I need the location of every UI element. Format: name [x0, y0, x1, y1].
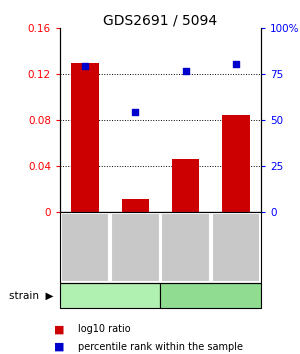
- Text: GSM176611: GSM176611: [131, 220, 140, 275]
- Text: strain  ▶: strain ▶: [9, 291, 53, 301]
- Bar: [71, 63, 99, 212]
- Text: GSM176606: GSM176606: [81, 220, 90, 275]
- Bar: [222, 115, 250, 212]
- Text: GSM175765: GSM175765: [231, 220, 240, 275]
- Text: wild type: wild type: [85, 291, 136, 301]
- Text: log10 ratio: log10 ratio: [78, 324, 130, 334]
- Point: [83, 63, 88, 69]
- Text: GSM175764: GSM175764: [181, 220, 190, 275]
- Bar: [172, 160, 200, 212]
- Bar: [122, 199, 149, 212]
- Point: [233, 61, 238, 67]
- Text: ■: ■: [54, 324, 64, 334]
- Text: percentile rank within the sample: percentile rank within the sample: [78, 342, 243, 352]
- Text: ■: ■: [54, 342, 64, 352]
- Text: dominant negative: dominant negative: [164, 291, 257, 301]
- Point: [133, 109, 138, 115]
- Title: GDS2691 / 5094: GDS2691 / 5094: [103, 13, 218, 27]
- Point: [183, 68, 188, 74]
